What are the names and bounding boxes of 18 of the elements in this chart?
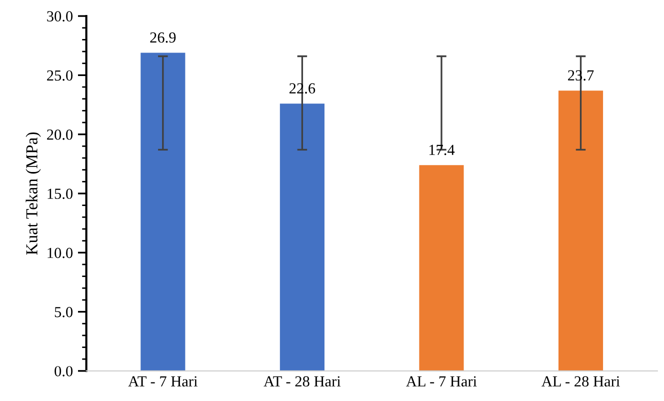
y-tick-label: 5.0 (54, 306, 73, 318)
y-tick-label: 30.0 (47, 11, 73, 22)
bar (558, 90, 604, 371)
data-label: 26.9 (150, 32, 176, 43)
y-axis-title: Kuat Tekan (MPa) (26, 132, 41, 255)
bar (140, 52, 186, 371)
x-tick-label: AL - 7 Hari (406, 376, 477, 387)
y-tick-label: 25.0 (47, 70, 73, 81)
y-tick-label: 20.0 (47, 129, 73, 140)
data-label: 17.4 (429, 144, 455, 156)
x-tick-label: AL - 28 Hari (542, 376, 620, 387)
y-tick-label: 0.0 (54, 366, 73, 376)
bar (419, 165, 464, 371)
x-tick-label: AT - 7 Hari (128, 376, 198, 387)
x-tick-label: AT - 28 Hari (264, 376, 341, 387)
y-tick-label: 10.0 (48, 248, 73, 258)
bar (280, 104, 324, 371)
y-tick-label: 15.0 (48, 188, 73, 199)
